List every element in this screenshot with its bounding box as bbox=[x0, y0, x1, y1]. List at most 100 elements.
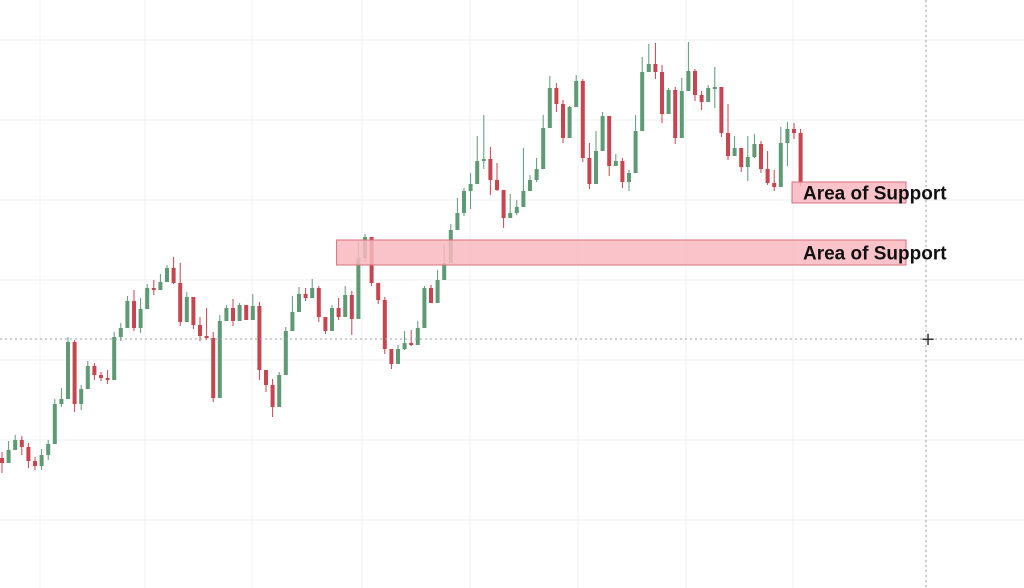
candle-body bbox=[613, 161, 618, 166]
support-zone-1 bbox=[791, 181, 907, 204]
candle-body bbox=[508, 213, 513, 218]
candle-body bbox=[778, 143, 783, 187]
support-zones: Area of Support Area of Support bbox=[336, 181, 947, 266]
candle-body bbox=[138, 309, 143, 328]
candle-bullish bbox=[745, 136, 750, 181]
candle-bearish bbox=[376, 283, 381, 304]
candle-bullish bbox=[158, 274, 163, 290]
candle-bearish bbox=[409, 330, 414, 346]
candle-body bbox=[468, 184, 473, 191]
candle-body bbox=[666, 90, 671, 114]
candle-bullish bbox=[778, 127, 783, 187]
candle-body bbox=[402, 343, 407, 349]
candle-bearish bbox=[231, 299, 235, 326]
candle-bearish bbox=[349, 291, 354, 335]
candle-bearish bbox=[323, 317, 328, 334]
candle-bullish bbox=[613, 154, 618, 166]
candle-bullish bbox=[732, 136, 737, 156]
candle-bearish bbox=[673, 87, 678, 144]
candle-bullish bbox=[462, 188, 466, 216]
candle-body bbox=[33, 461, 37, 466]
candle-body bbox=[475, 161, 480, 184]
candle-body bbox=[594, 151, 598, 184]
candle-body bbox=[112, 337, 117, 380]
candle-body bbox=[349, 295, 354, 319]
candle-bullish bbox=[297, 287, 301, 312]
candle-body bbox=[455, 213, 460, 230]
candle-bearish bbox=[336, 298, 341, 320]
candle-bearish bbox=[765, 151, 770, 185]
candle-body bbox=[686, 71, 691, 91]
candle-body bbox=[798, 133, 803, 183]
candle-bearish bbox=[99, 372, 103, 381]
candle-bullish bbox=[468, 173, 473, 209]
candle-bullish bbox=[521, 148, 526, 207]
candle-bullish bbox=[165, 265, 169, 282]
candle-body bbox=[283, 331, 288, 375]
candle-body bbox=[6, 450, 11, 463]
candle-body bbox=[99, 375, 103, 378]
candle-body bbox=[409, 343, 414, 345]
candle-bullish bbox=[640, 57, 645, 131]
candle-body bbox=[600, 116, 605, 151]
candle-body bbox=[165, 268, 169, 282]
candle-bearish bbox=[607, 116, 612, 176]
candle-body bbox=[660, 72, 664, 114]
support-zone-label-2: Area of Support bbox=[803, 244, 947, 265]
candle-body bbox=[726, 133, 730, 156]
support-zone-2 bbox=[336, 239, 907, 266]
candle-body bbox=[178, 283, 183, 322]
candle-body bbox=[52, 404, 57, 444]
candle-bullish bbox=[475, 136, 480, 184]
candle-bullish bbox=[79, 385, 84, 410]
candle-bearish bbox=[270, 379, 275, 417]
candle-bullish bbox=[85, 361, 90, 389]
candle-bullish bbox=[752, 134, 757, 158]
candle-body bbox=[745, 157, 750, 167]
candle-bearish bbox=[92, 363, 97, 380]
candle-body bbox=[303, 294, 308, 298]
candle-body bbox=[257, 306, 262, 370]
candle-body bbox=[389, 349, 394, 364]
candle-bullish bbox=[547, 76, 552, 128]
candle-bearish bbox=[429, 285, 433, 303]
candle-body bbox=[574, 81, 579, 107]
candle-bearish bbox=[488, 147, 493, 195]
candle-bullish bbox=[277, 372, 282, 407]
candle-bearish bbox=[798, 129, 803, 186]
candle-body bbox=[396, 349, 400, 364]
candle-body bbox=[673, 90, 678, 138]
candle-body bbox=[184, 297, 189, 322]
candle-bearish bbox=[382, 297, 387, 354]
candle-body bbox=[79, 389, 84, 404]
candle-bullish bbox=[66, 337, 70, 399]
candle-body bbox=[198, 325, 202, 336]
candle-bearish bbox=[264, 370, 268, 392]
candle-bearish bbox=[620, 158, 625, 188]
candle-bullish bbox=[39, 449, 44, 470]
candle-body bbox=[554, 88, 559, 104]
candle-bearish bbox=[303, 288, 308, 301]
candle-body bbox=[171, 268, 176, 283]
candle-bearish bbox=[561, 100, 565, 143]
candle-body bbox=[46, 444, 51, 455]
candle-body bbox=[250, 306, 255, 320]
candle-body bbox=[620, 161, 625, 182]
candle-bullish bbox=[184, 292, 189, 322]
candle-body bbox=[297, 294, 301, 312]
candle-body bbox=[356, 258, 361, 319]
candle-bullish bbox=[712, 67, 717, 108]
candle-body bbox=[488, 159, 493, 180]
candle-body bbox=[151, 288, 156, 290]
candle-bearish bbox=[693, 69, 697, 101]
candle-bearish bbox=[211, 332, 216, 402]
candle-bullish bbox=[706, 85, 711, 102]
candle-body bbox=[442, 263, 447, 280]
candle-bearish bbox=[792, 123, 796, 139]
candle-body bbox=[237, 305, 242, 321]
candle-bearish bbox=[244, 305, 249, 320]
candle-body bbox=[587, 158, 592, 184]
candle-bullish bbox=[646, 44, 651, 72]
candle-bearish bbox=[132, 290, 136, 331]
